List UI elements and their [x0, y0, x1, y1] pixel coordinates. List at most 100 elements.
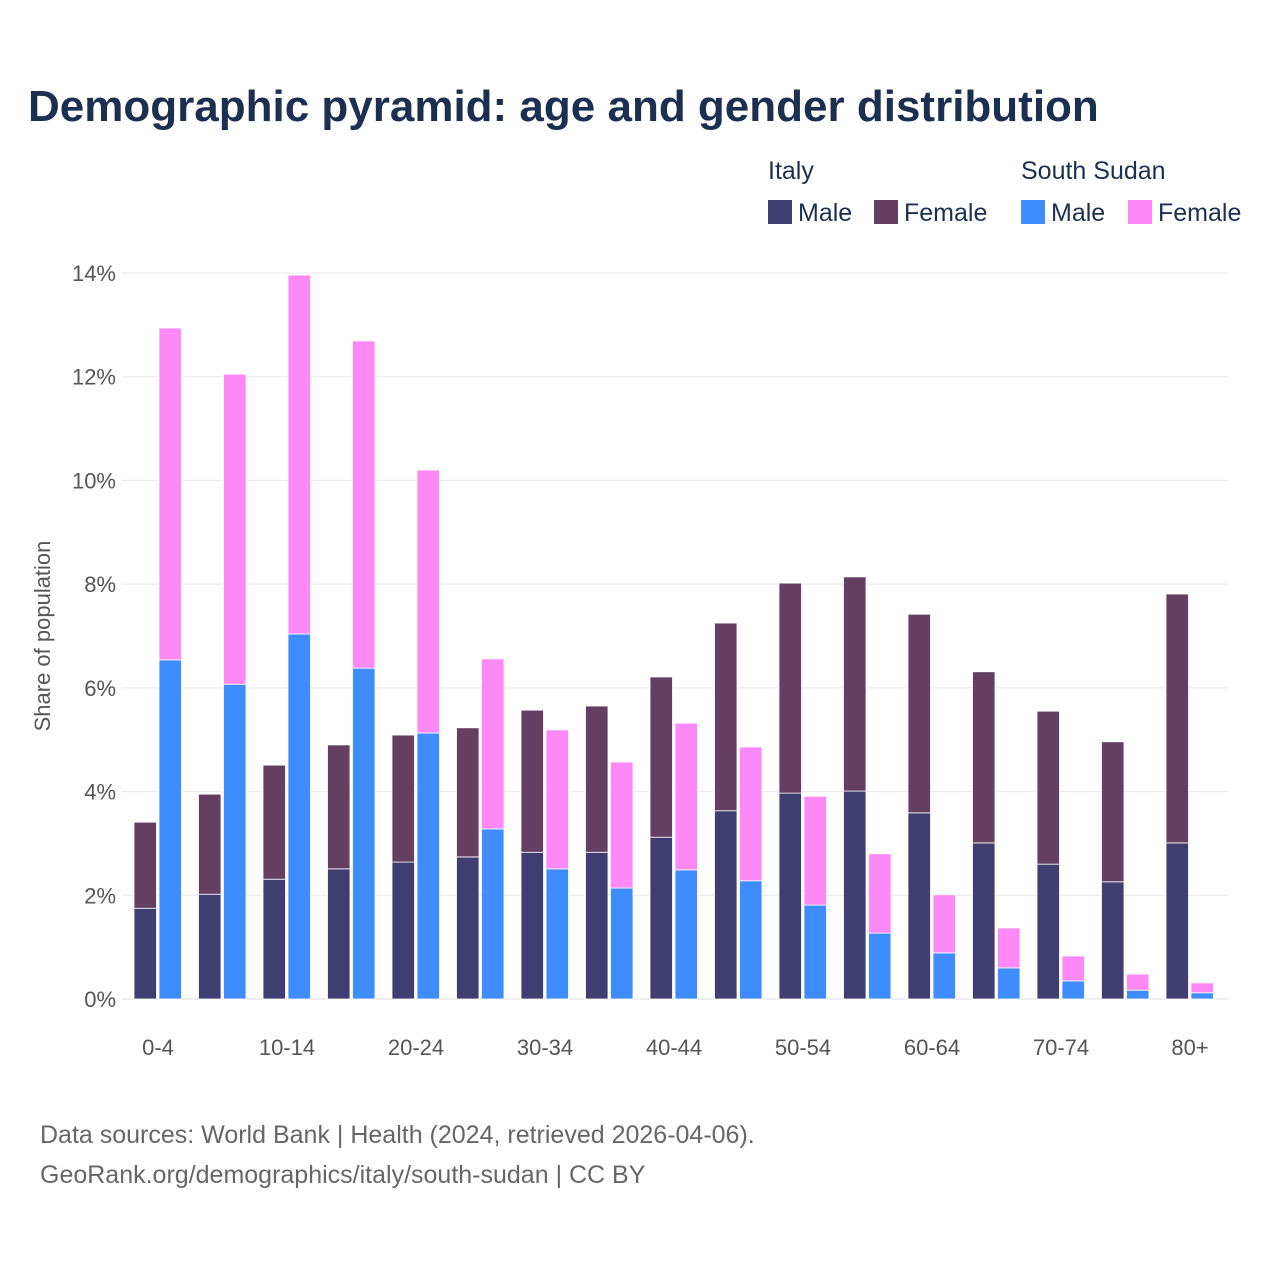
legend-swatch — [874, 200, 898, 224]
bar-italy-male — [327, 868, 351, 1000]
bar-italy-male — [520, 851, 544, 1000]
x-tick-label: 30-34 — [517, 1035, 573, 1060]
bar-italy-female — [327, 744, 351, 870]
legend-label: Male — [798, 199, 853, 227]
bar-italy-male — [198, 893, 222, 1000]
x-tick-label: 40-44 — [646, 1035, 702, 1060]
bar-south-sudan-female — [674, 722, 698, 871]
bar-south-sudan-female — [158, 327, 182, 661]
bar-italy-female — [391, 734, 415, 863]
bar-italy-male — [778, 792, 802, 1000]
y-tick-label: 14% — [72, 261, 116, 286]
y-tick-label: 8% — [84, 572, 116, 597]
bar-italy-male — [843, 790, 867, 1000]
bar-italy-female — [843, 576, 867, 792]
y-tick-label: 12% — [72, 365, 116, 390]
x-tick-label: 20-24 — [388, 1035, 444, 1060]
bar-south-sudan-male — [803, 904, 827, 1000]
bar-south-sudan-male — [287, 633, 311, 1000]
y-axis-label: Share of population — [30, 541, 55, 732]
legend-south-sudan-female[interactable]: Female — [1128, 199, 1241, 228]
bar-south-sudan-female — [739, 746, 763, 882]
legend-swatch — [768, 200, 792, 224]
bar-south-sudan-male — [416, 732, 440, 1000]
source-note: Data sources: World Bank | Health (2024,… — [40, 1115, 755, 1195]
x-tick-label: 0-4 — [142, 1035, 174, 1060]
bar-south-sudan-female — [352, 340, 376, 669]
x-tick-label: 80+ — [1171, 1035, 1208, 1060]
source-line: Data sources: World Bank | Health (2024,… — [40, 1121, 755, 1149]
legend-label: Male — [1051, 199, 1106, 227]
bar-italy-female — [1101, 741, 1125, 883]
legend-south-sudan-male[interactable]: Male — [1021, 199, 1105, 228]
bar-south-sudan-male — [545, 868, 569, 1000]
legend-label: Female — [904, 199, 988, 227]
bar-south-sudan-female — [610, 761, 634, 889]
bar-south-sudan-female — [416, 469, 440, 734]
bar-south-sudan-male — [223, 683, 247, 1000]
bar-south-sudan-female — [481, 658, 505, 830]
bar-italy-female — [714, 622, 738, 812]
bar-south-sudan-male — [158, 659, 182, 1000]
bar-italy-female — [262, 764, 286, 880]
bar-italy-female — [1036, 710, 1060, 865]
legend-label: Female — [1158, 199, 1242, 227]
bar-italy-male — [133, 907, 157, 1000]
legend-italy-male[interactable]: Male — [768, 199, 852, 228]
bar-italy-male — [907, 812, 931, 1000]
bar-south-sudan-female — [1061, 955, 1085, 982]
bar-south-sudan-male — [481, 828, 505, 1000]
source-link[interactable]: GeoRank.org/demographics/italy/south-sud… — [40, 1161, 646, 1189]
x-tick-label: 60-64 — [904, 1035, 960, 1060]
x-tick-label: 10-14 — [259, 1035, 315, 1060]
bar-south-sudan-male — [1061, 980, 1085, 1000]
legend-swatch — [1128, 200, 1152, 224]
bar-italy-female — [585, 705, 609, 853]
bar-south-sudan-female — [803, 795, 827, 906]
bar-italy-male — [1101, 881, 1125, 1000]
bar-italy-male — [262, 878, 286, 1000]
bar-south-sudan-female — [868, 853, 892, 934]
bar-south-sudan-male — [932, 952, 956, 1000]
bar-italy-female — [972, 671, 996, 844]
bar-south-sudan-male — [739, 880, 763, 1000]
y-tick-label: 0% — [84, 987, 116, 1012]
bar-south-sudan-female — [997, 927, 1021, 969]
bar-italy-male — [585, 851, 609, 1000]
bar-south-sudan-female — [223, 373, 247, 685]
legend-group-italy: Italy — [768, 157, 814, 185]
bar-south-sudan-male — [674, 869, 698, 1000]
bar-south-sudan-female — [545, 729, 569, 870]
bar-south-sudan-male — [610, 887, 634, 1000]
y-tick-label: 2% — [84, 883, 116, 908]
bar-italy-female — [1165, 593, 1189, 844]
legend-italy-female[interactable]: Female — [874, 199, 987, 228]
legend-swatch — [1021, 200, 1045, 224]
bar-italy-female — [907, 613, 931, 814]
bar-italy-male — [1036, 863, 1060, 1000]
bar-italy-female — [520, 709, 544, 853]
bar-south-sudan-female — [1126, 973, 1150, 991]
bar-south-sudan-male — [868, 932, 892, 1000]
bar-south-sudan-male — [1190, 992, 1214, 1000]
bar-italy-female — [778, 582, 802, 794]
bar-south-sudan-male — [997, 967, 1021, 1000]
bar-south-sudan-female — [287, 274, 311, 635]
bar-italy-male — [972, 842, 996, 1000]
bar-italy-female — [456, 727, 480, 858]
y-tick-label: 6% — [84, 676, 116, 701]
bar-south-sudan-female — [1190, 982, 1214, 994]
bar-italy-female — [649, 676, 673, 838]
bar-south-sudan-male — [1126, 989, 1150, 1000]
x-tick-label: 50-54 — [775, 1035, 831, 1060]
chart-title: Demographic pyramid: age and gender dist… — [28, 82, 1099, 131]
bar-italy-female — [198, 793, 222, 895]
y-tick-label: 4% — [84, 780, 116, 805]
x-tick-label: 70-74 — [1033, 1035, 1089, 1060]
bar-italy-male — [456, 856, 480, 1000]
bar-italy-male — [714, 810, 738, 1000]
y-tick-label: 10% — [72, 468, 116, 493]
bar-italy-male — [391, 861, 415, 1000]
